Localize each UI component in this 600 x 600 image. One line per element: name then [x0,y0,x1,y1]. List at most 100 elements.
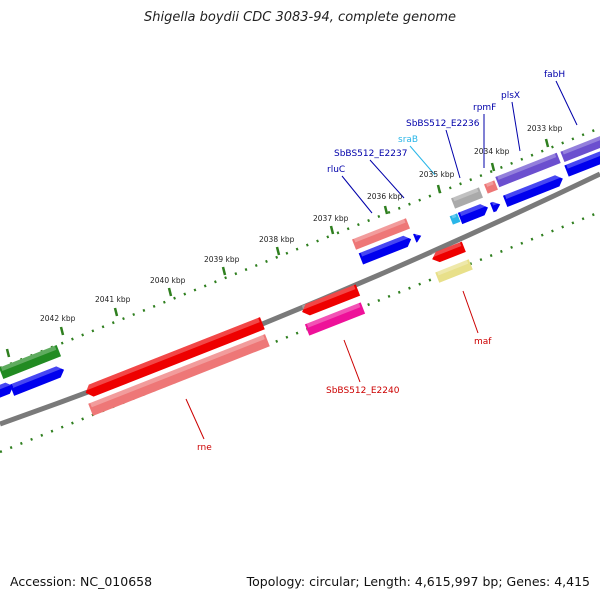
leader-line-E2240 [343,339,361,383]
gene-E2240-magenta-shine [306,303,361,328]
gene-maf-khaki-shine [437,260,469,276]
major-tick [329,225,335,235]
major-tick [221,266,227,276]
gene-blue-3-body [489,201,501,213]
gene-maf-khaki-body [435,259,473,283]
major-tick [113,307,119,317]
tick-ring-inner-line [0,210,600,454]
gene-rne-red-body [85,317,265,397]
gene-blue-left-shine [11,364,62,388]
gene-fabH-purple [560,126,600,162]
accession-text: Accession: NC_010658 [10,574,153,589]
gene-rpmF-pink-shine [485,181,494,187]
gene-rluC-pink-body [352,218,410,250]
gene-rne-red [85,317,265,397]
leader-line-maf [462,290,479,334]
gene-rluC-pink-shine [353,218,406,243]
gene-rne-red-shine [85,317,260,391]
gene-blue-4-body [457,204,488,225]
leader-line-rne [185,398,205,440]
gene-E2236-gray-body [451,187,483,209]
gene-blue-2-shine [504,173,561,199]
gene-blue-2-body [502,175,563,207]
gene-blue-left-body [9,366,65,396]
major-ticks [5,138,550,358]
gene-label-maf: maf [474,337,492,347]
gene-rne-pink [88,334,270,416]
tick-label-2040: 2040 kbp [150,276,186,285]
gene-E2240-red-body [302,284,361,316]
gene-E2240-red-shine [301,285,356,310]
tick-label-2039: 2039 kbp [204,255,240,264]
gene-plsX-purple-shine [497,153,557,180]
gene-green-shine [0,345,57,371]
gene-plsX-purple-body [495,152,561,188]
gene-blue-1 [564,150,600,177]
gene-E2240-magenta-body [304,302,366,336]
gene-green-body [0,345,62,379]
leader-line-sraB [409,145,436,176]
gene-features [0,126,600,416]
gene-maf-red-shine [432,242,462,257]
gene-labels: fabH plsX rpmF SbBS512_E2236 sraB SbBS51… [197,70,565,453]
gene-label-fabH: fabH [544,70,565,80]
major-tick [544,138,550,148]
gene-label-rluC: rluC [327,165,345,175]
tick-label-2034: 2034 kbp [474,147,510,156]
gene-E2236-gray [451,187,483,209]
tick-label-2042: 2042 kbp [40,314,76,323]
gene-rluC-pink [352,218,410,250]
gene-blue-2 [502,173,563,207]
gene-blue-3-shine [491,200,498,206]
gene-blue-6 [358,234,412,265]
gene-fabH-purple-body [560,126,600,162]
gene-rpmF-pink [484,180,498,194]
gene-label-SbBS512_E2236: SbBS512_E2236 [406,119,480,129]
gene-label-plsX: plsX [501,91,520,101]
tick-label-2035: 2035 kbp [419,170,455,179]
gene-blue-5-shine [451,214,457,219]
major-tick [275,246,281,256]
gene-E2240-red [301,284,361,316]
gene-blue-7-shine [414,232,419,237]
gene-blue-left-2-body [0,382,14,400]
gene-blue-6-body [358,235,412,265]
gene-blue-left [9,364,65,396]
map-title: Shigella boydii CDC 3083-94, complete ge… [143,10,457,25]
leader-line-E2236 [445,129,461,179]
gene-E2236-gray-shine [452,188,479,202]
major-tick [59,326,65,336]
tick-ring-inner [0,210,600,454]
gene-rne-pink-shine [90,334,265,408]
tick-label-2037: 2037 kbp [313,214,349,223]
gene-blue-1-body [564,151,600,177]
genome-backbone [0,171,600,427]
tick-label-2033: 2033 kbp [527,124,563,133]
gene-blue-5 [449,213,461,225]
gene-label-rpmF: rpmF [473,103,496,113]
gene-label-rne: rne [197,443,212,453]
leader-line-E2237 [369,159,405,199]
tick-label-2036: 2036 kbp [367,192,403,201]
gene-rne-pink-body [88,334,270,416]
topology-text: Topology: circular; Length: 4,615,997 bp… [246,574,590,589]
leader-line-rluC [341,175,373,214]
gene-label-SbBS512_E2237: SbBS512_E2237 [334,149,407,159]
gene-plsX-purple [495,152,561,188]
gene-blue-4 [457,202,488,225]
tick-label-2038: 2038 kbp [259,235,295,244]
gene-E2240-magenta [304,302,366,336]
gene-blue-7 [413,232,422,243]
gene-maf-red [432,241,466,263]
gene-blue-5-body [449,213,461,225]
major-tick [167,287,173,297]
gene-blue-6-shine [360,234,409,257]
gene-label-SbBS512_E2240: SbBS512_E2240 [326,386,400,396]
gene-green [0,345,62,379]
major-tick [5,348,11,358]
gene-rpmF-pink-body [484,180,498,194]
gene-blue-left-2-shine [0,381,11,392]
gene-blue-1-shine [566,150,600,169]
